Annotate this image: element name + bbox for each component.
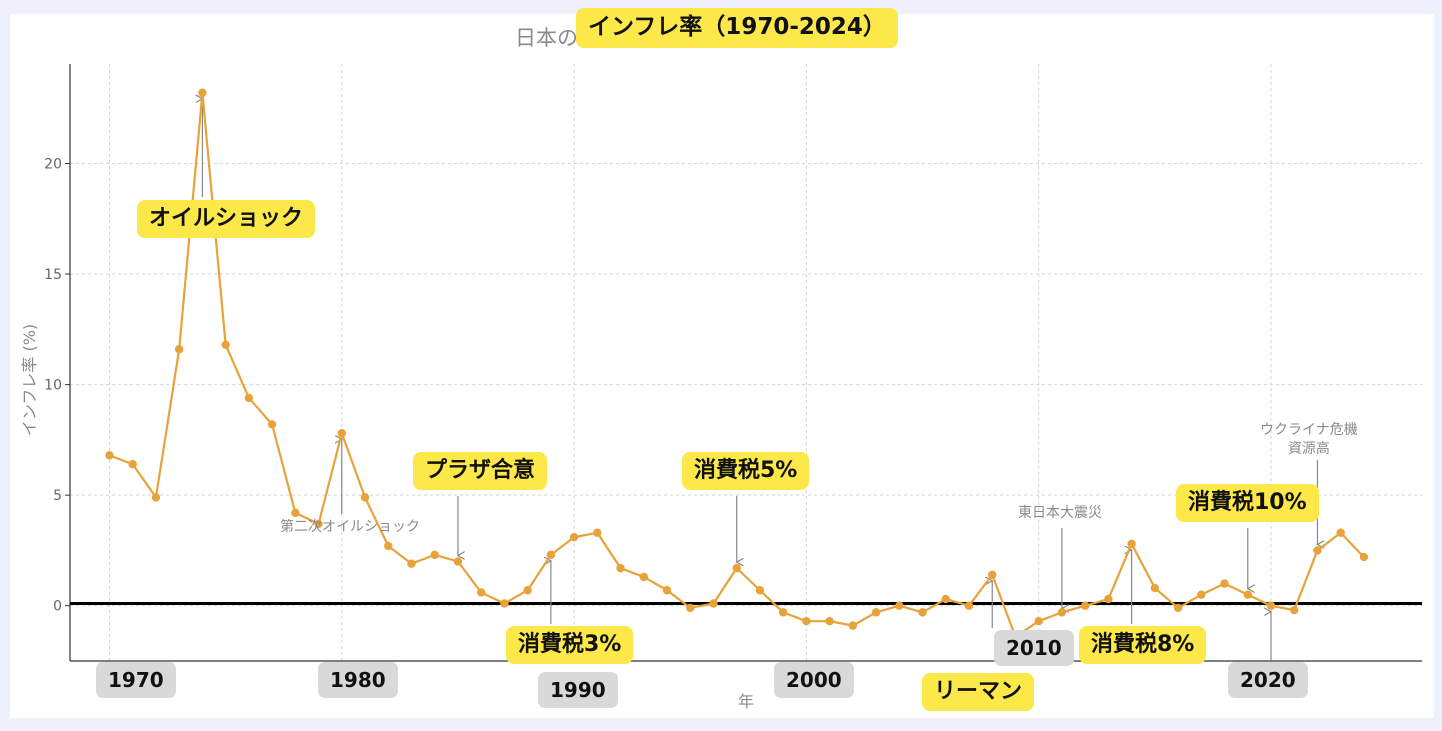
data-point-2007 (964, 601, 974, 610)
data-point-2016 (1173, 603, 1183, 613)
data-point-1974 (198, 88, 207, 97)
data-point-1976 (244, 393, 254, 403)
label-consumption-tax-3: 消費税3% (506, 626, 634, 665)
data-point-1970 (105, 451, 114, 460)
data-point-2023 (1336, 528, 1345, 537)
data-point-1993 (639, 572, 648, 582)
data-point-2014 (1127, 539, 1136, 549)
data-point-1972 (151, 493, 161, 502)
data-point-1981 (360, 493, 370, 502)
data-point-2015 (1150, 583, 1160, 593)
annotation-arrows (202, 99, 1317, 660)
data-point-2000 (802, 617, 811, 626)
data-point-1994 (662, 586, 672, 595)
data-point-1995 (686, 603, 695, 613)
data-point-2018 (1220, 579, 1229, 588)
x-axis-label: 年 (738, 692, 755, 711)
data-point-1977 (267, 420, 277, 429)
data-point-2003 (871, 608, 881, 617)
x-tick-badge-2010: 2010 (994, 630, 1074, 666)
label-consumption-tax-8: 消費税8% (1079, 626, 1207, 665)
x-tick-badge-1980: 1980 (318, 662, 398, 698)
y-tick-labels: 0 5 10 15 20 (44, 157, 70, 615)
data-point-2013 (1104, 594, 1113, 604)
data-point-1992 (616, 563, 625, 573)
label-oil-shock: オイルショック (137, 200, 316, 239)
data-point-2020 (1266, 601, 1276, 610)
y-tick-label-15: 15 (44, 267, 62, 283)
data-point-1999 (778, 608, 788, 617)
title-highlight-label: インフレ率（1970-2024） (576, 8, 898, 48)
label-plaza-accord: プラザ合意 (413, 452, 548, 491)
label-consumption-tax-10: 消費税10% (1176, 484, 1319, 523)
y-tick-label-10: 10 (44, 378, 62, 394)
data-point-2011 (1057, 608, 1067, 617)
data-point-1997 (732, 563, 741, 573)
label-consumption-tax-5: 消費税5% (682, 452, 810, 491)
y-tick-label-0: 0 (53, 599, 62, 615)
data-point-1979 (314, 519, 323, 529)
data-point-1985 (453, 557, 463, 566)
label-lehman: リーマン (922, 673, 1035, 712)
data-point-2022 (1313, 546, 1322, 555)
data-point-1996 (709, 599, 718, 608)
data-point-2024 (1359, 552, 1369, 562)
data-point-1991 (593, 528, 602, 537)
axes (69, 64, 1422, 662)
data-point-1983 (407, 559, 416, 568)
y-tick-label-20: 20 (44, 157, 62, 173)
data-point-2004 (895, 601, 904, 610)
data-point-2012 (1080, 601, 1090, 610)
data-point-1975 (221, 340, 230, 350)
data-point-2010 (1034, 617, 1043, 626)
x-tick-badge-2000: 2000 (774, 662, 854, 698)
data-point-1989 (546, 550, 556, 560)
data-point-1984 (430, 550, 439, 560)
data-point-2001 (825, 617, 834, 626)
data-point-2017 (1197, 590, 1206, 599)
y-tick-label-5: 5 (53, 488, 62, 504)
data-point-1990 (569, 532, 579, 542)
data-point-2008 (988, 570, 997, 579)
data-point-1998 (755, 586, 765, 595)
data-point-1973 (174, 345, 184, 354)
data-point-2002 (848, 621, 858, 630)
data-point-1978 (291, 508, 300, 518)
y-axis-label: インフレ率 (%) (20, 323, 40, 437)
x-tick-badge-1970: 1970 (96, 662, 176, 698)
data-point-1988 (523, 586, 532, 595)
x-tick-badge-2020: 2020 (1228, 662, 1308, 698)
inflation-series (105, 88, 1369, 641)
annotation-second-oil-shock: 第二次オイルショック (280, 519, 420, 535)
data-point-1971 (128, 460, 137, 469)
annotation-great-east-japan-earthquake: 東日本大震災 (1018, 505, 1102, 521)
data-point-1982 (384, 541, 393, 551)
inflation-chart: 0 5 10 15 20 (44, 64, 1422, 662)
data-point-1987 (500, 599, 509, 608)
data-point-1986 (476, 588, 486, 597)
data-point-2021 (1290, 605, 1299, 615)
data-point-2006 (941, 594, 950, 604)
grid-lines (70, 64, 1422, 661)
data-point-1980 (337, 429, 346, 438)
data-point-2005 (918, 608, 927, 617)
data-point-2019 (1243, 590, 1252, 599)
annotation-ukraine-crisis: ウクライナ危機 資源高 (1260, 422, 1358, 457)
x-tick-badge-1990: 1990 (538, 672, 618, 708)
